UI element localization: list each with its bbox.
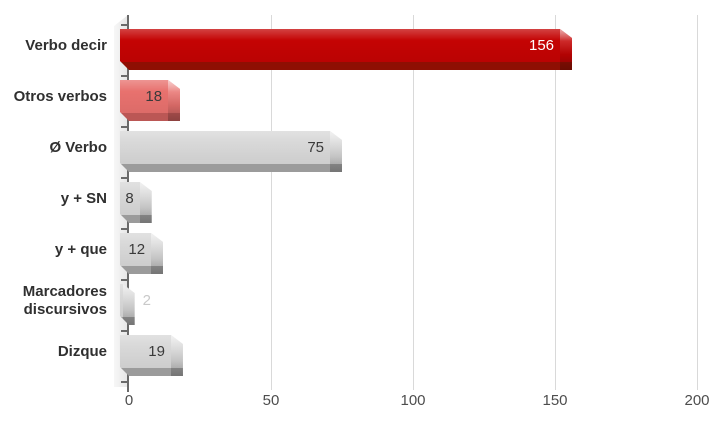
bar-y-que xyxy=(120,233,163,274)
gridline-150 xyxy=(555,15,556,390)
value-label-y-que: 12 xyxy=(128,241,146,258)
bar-3d-end-cap xyxy=(330,131,342,172)
bar-otros-verbos xyxy=(120,80,180,121)
category-label-verbo-cero: Ø Verbo xyxy=(49,138,107,156)
category-axis-tick xyxy=(121,329,128,332)
bar-face xyxy=(120,131,342,164)
bar-face xyxy=(120,29,572,62)
x-tick-label-0: 0 xyxy=(124,392,134,409)
bar-3d-end-cap xyxy=(123,284,135,325)
gridline-50 xyxy=(271,15,272,390)
category-label-y-sn: y + SN xyxy=(60,189,107,207)
category-axis-tick xyxy=(121,125,128,128)
bar-bottom-shadow xyxy=(120,113,180,121)
x-tick-label-100: 100 xyxy=(400,392,426,409)
value-label-verbo-cero: 75 xyxy=(307,139,324,156)
value-label-marcadores-discursivos: 2 xyxy=(142,292,152,309)
category-label-y-que: y + que xyxy=(54,240,107,258)
value-label-dizque: 19 xyxy=(148,343,165,360)
bar-verbo-decir xyxy=(120,29,572,70)
category-label-marcadores-discursivos: Marcadores discursivos xyxy=(22,282,107,318)
x-axis-zero-tick xyxy=(127,387,129,392)
bar-bottom-shadow xyxy=(120,266,163,274)
bar-bottom-shadow xyxy=(120,62,572,70)
category-axis-tick xyxy=(121,227,128,230)
category-axis-tick xyxy=(121,176,128,179)
bar-3d-end-cap xyxy=(140,182,152,223)
bar-3d-end-cap xyxy=(151,233,163,274)
category-axis-tick xyxy=(121,278,128,281)
bar-bottom-shadow xyxy=(120,368,183,376)
bar-verbo-cero xyxy=(120,131,342,172)
bar-dizque xyxy=(120,335,183,376)
category-label-verbo-decir: Verbo decir xyxy=(25,36,107,54)
gridline-200 xyxy=(697,15,698,390)
bar-y-sn xyxy=(120,182,152,223)
x-tick-label-150: 150 xyxy=(542,392,568,409)
bar-3d-end-cap xyxy=(560,29,572,70)
category-axis-tick xyxy=(121,380,128,383)
bar-bottom-shadow xyxy=(120,215,152,223)
category-axis-tick xyxy=(121,23,128,26)
bar-bottom-shadow xyxy=(120,164,342,172)
x-tick-label-50: 50 xyxy=(262,392,280,409)
gridline-100 xyxy=(413,15,414,390)
bar-3d-end-cap xyxy=(168,80,180,121)
value-label-y-sn: 8 xyxy=(125,190,134,207)
category-label-otros-verbos: Otros verbos xyxy=(13,87,107,105)
category-label-dizque: Dizque xyxy=(57,342,107,360)
x-tick-label-200: 200 xyxy=(684,392,710,409)
bar-marcadores-discursivos xyxy=(120,284,135,325)
bar-3d-end-cap xyxy=(171,335,183,376)
value-label-verbo-decir: 156 xyxy=(529,37,555,54)
value-label-otros-verbos: 18 xyxy=(145,88,163,105)
category-axis-tick xyxy=(121,74,128,77)
